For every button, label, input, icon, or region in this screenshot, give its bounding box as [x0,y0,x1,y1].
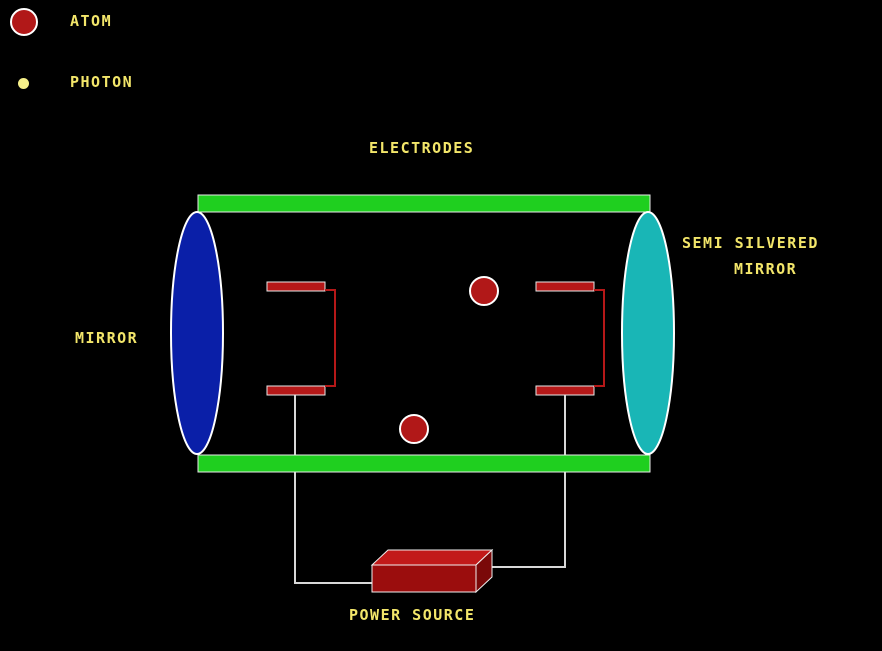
legend-atom-marker [10,8,38,36]
mirror-label: MIRROR [75,329,139,347]
power-source-top-face [370,549,494,566]
right-electrode-connector [594,289,605,387]
power-source-front-face [371,564,477,593]
full-mirror [170,211,224,455]
right-lower-electrode-plate [535,385,595,396]
right-power-wire [492,391,566,568]
top-electrode-bar [197,194,651,213]
power-source-box [370,548,494,594]
left-lower-electrode-plate [266,385,326,396]
power-source-label: POWER SOURCE [349,606,476,624]
atom-lower [399,414,429,444]
electrodes-label: ELECTRODES [369,139,475,157]
left-power-wire [294,391,372,584]
left-upper-electrode-plate [266,281,326,292]
semi-silvered-mirror [621,211,675,455]
legend-photon-label: PHOTON [70,73,134,91]
legend-atom-label: ATOM [70,12,113,30]
semi-silvered-mirror-label-line1: SEMI SILVERED [682,234,819,252]
bottom-electrode-bar [197,454,651,473]
atom-upper [469,276,499,306]
semi-silvered-mirror-label-line2: MIRROR [734,260,798,278]
right-upper-electrode-plate [535,281,595,292]
legend-photon-marker [18,78,29,89]
left-electrode-connector [325,289,336,387]
